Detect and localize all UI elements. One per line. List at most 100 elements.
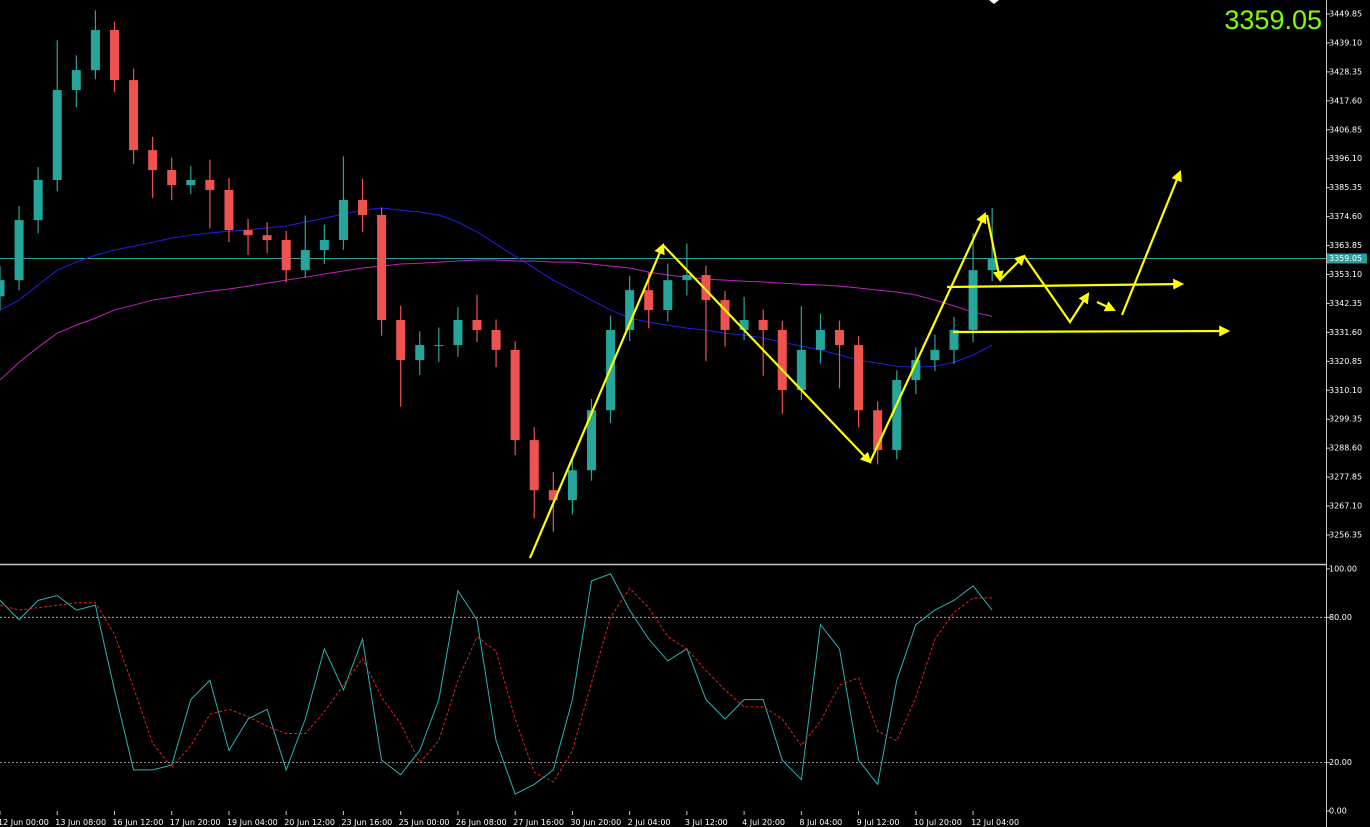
annotation-arrow — [1096, 301, 1116, 312]
y-tick-label: 0.00 — [1329, 807, 1347, 816]
candle-body — [33, 179, 43, 221]
annotation-arrow — [1120, 169, 1182, 316]
candle-body — [548, 490, 558, 501]
y-tick-label: 3342.35 — [1329, 299, 1362, 308]
candle-body — [224, 189, 234, 231]
y-tick-label: 3363.85 — [1329, 241, 1362, 250]
y-tick-label: 3299.35 — [1329, 415, 1362, 424]
current-price-box — [1327, 253, 1367, 264]
candle-body — [892, 380, 902, 451]
candle-body — [586, 410, 596, 471]
candle-body — [262, 235, 272, 241]
candle-body — [739, 320, 749, 330]
candle-body — [167, 170, 177, 186]
candle-body — [663, 280, 673, 311]
candle-body — [968, 270, 978, 330]
candle-body — [52, 90, 62, 180]
candle-body — [911, 360, 921, 381]
annotation-arrow — [952, 325, 1231, 337]
candle-body — [930, 349, 940, 361]
candle-body — [300, 249, 310, 271]
candle-body — [90, 30, 100, 71]
annotations — [528, 169, 1231, 559]
x-tick-label: 12 Jun 00:00 — [0, 818, 49, 827]
x-tick-label: 27 Jun 16:00 — [513, 818, 564, 827]
annotation-arrow — [662, 244, 872, 464]
candle-body — [377, 214, 387, 321]
x-tick-label: 20 Jun 12:00 — [284, 818, 335, 827]
candle-body — [148, 150, 158, 171]
candle-body — [815, 329, 825, 350]
annotation-arrow — [946, 278, 1185, 290]
candle-body — [987, 258, 997, 271]
candle-body — [0, 280, 5, 297]
candle-body — [472, 320, 482, 330]
candle-body — [701, 275, 711, 301]
annotation-arrow — [1023, 255, 1090, 324]
candle-body — [319, 240, 329, 250]
annotation-arrow — [869, 212, 987, 463]
x-tick-label: 19 Jun 04:00 — [227, 818, 278, 827]
candle-body — [415, 345, 425, 361]
candle-body — [491, 329, 501, 350]
candle-body — [644, 290, 654, 311]
candle-body — [434, 345, 444, 347]
candle-body — [758, 320, 768, 330]
x-tick-label: 26 Jun 08:00 — [456, 818, 507, 827]
candle-body — [14, 220, 24, 281]
x-tick-label: 10 Jul 20:00 — [914, 818, 962, 827]
indicator-line — [0, 587, 993, 783]
x-tick-label: 8 Jul 04:00 — [799, 818, 842, 827]
candle-body — [796, 349, 806, 391]
y-tick-label: 100.00 — [1329, 564, 1357, 573]
y-tick-label: 3288.60 — [1329, 444, 1362, 453]
cursor-mark — [989, 0, 999, 4]
x-tick-label: 12 Jul 04:00 — [971, 818, 1019, 827]
indicator-line — [0, 259, 993, 381]
x-tick-label: 9 Jul 12:00 — [857, 818, 900, 827]
x-tick-label: 17 Jun 20:00 — [170, 818, 221, 827]
y-tick-label: 3428.35 — [1329, 67, 1362, 76]
x-tick-label: 3 Jul 12:00 — [685, 818, 728, 827]
candle-body — [873, 410, 883, 451]
candle-body — [835, 329, 845, 346]
candle-body — [567, 470, 577, 501]
candle-body — [243, 230, 253, 236]
candle-body — [109, 30, 119, 81]
y-tick-label: 3256.35 — [1329, 530, 1362, 539]
candle-body — [720, 300, 730, 330]
candle-body — [71, 70, 81, 91]
candle-body — [453, 320, 463, 346]
y-tick-label: 3417.60 — [1329, 96, 1362, 105]
x-tick-label: 25 Jun 00:00 — [399, 818, 450, 827]
indicator-line — [0, 573, 993, 795]
annotation-arrow — [999, 254, 1026, 281]
y-tick-label: 3439.10 — [1329, 38, 1362, 47]
y-tick-label: 3385.35 — [1329, 183, 1362, 192]
x-tick-label: 23 Jun 16:00 — [341, 818, 392, 827]
candle-body — [529, 440, 539, 491]
x-tick-label: 30 Jun 20:00 — [570, 818, 621, 827]
y-tick-label: 80.00 — [1329, 613, 1352, 622]
y-tick-label: 3353.10 — [1329, 270, 1362, 279]
candle-body — [396, 320, 406, 361]
y-tick-label: 3396.10 — [1329, 154, 1362, 163]
candle-body — [777, 329, 787, 391]
x-tick-label: 2 Jul 04:00 — [628, 818, 671, 827]
current-price-display: 3359.05 — [1224, 5, 1322, 35]
annotation-arrow — [528, 242, 665, 559]
x-tick-label: 16 Jun 12:00 — [112, 818, 163, 827]
y-tick-label: 3406.85 — [1329, 125, 1362, 134]
y-tick-label: 3277.85 — [1329, 473, 1362, 482]
x-tick-label: 13 Jun 08:00 — [55, 818, 106, 827]
current-price-label: 3359.05 — [1329, 254, 1362, 263]
candle-body — [281, 240, 291, 271]
candle-body — [949, 329, 959, 350]
y-tick-label: 3331.60 — [1329, 328, 1362, 337]
candle-body — [625, 290, 635, 330]
y-tick-label: 3374.60 — [1329, 212, 1362, 221]
indicator-line — [0, 207, 993, 368]
y-tick-label: 20.00 — [1329, 758, 1352, 767]
candle-body — [186, 179, 196, 186]
